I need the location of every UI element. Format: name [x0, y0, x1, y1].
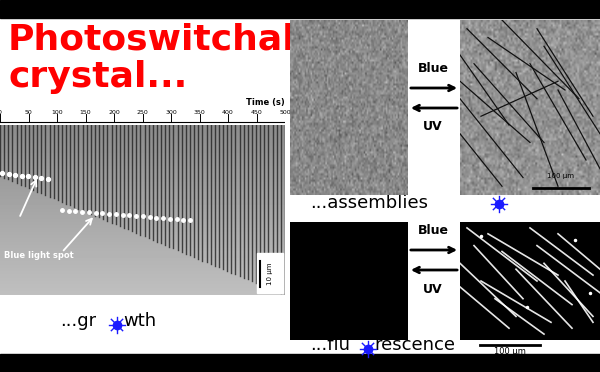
Text: ...flu: ...flu — [310, 336, 350, 354]
Text: 50: 50 — [25, 110, 32, 115]
Text: 300: 300 — [165, 110, 177, 115]
Bar — [0, 354, 600, 372]
Text: 100 μm: 100 μm — [547, 173, 574, 179]
Bar — [0, 0, 600, 18]
Text: 500: 500 — [279, 110, 291, 115]
Text: UV: UV — [423, 283, 443, 296]
Bar — [530, 169, 597, 193]
Text: 200: 200 — [108, 110, 120, 115]
Text: 0: 0 — [0, 110, 2, 115]
Bar — [257, 253, 283, 293]
Text: ...gr: ...gr — [60, 312, 96, 330]
Text: 10 μm: 10 μm — [267, 263, 273, 285]
Text: 100 μm: 100 μm — [494, 347, 526, 356]
Text: 400: 400 — [222, 110, 234, 115]
Text: 100: 100 — [51, 110, 63, 115]
Text: Photoswitchable
crystal...: Photoswitchable crystal... — [8, 22, 346, 94]
Text: Blue: Blue — [418, 62, 449, 75]
Text: Time (s): Time (s) — [246, 99, 285, 108]
Text: ...assemblies: ...assemblies — [310, 194, 428, 212]
Text: rescence: rescence — [374, 336, 455, 354]
Text: 150: 150 — [80, 110, 91, 115]
Text: Blue: Blue — [418, 224, 449, 237]
Text: 250: 250 — [137, 110, 148, 115]
Text: wth: wth — [123, 312, 156, 330]
Text: 450: 450 — [251, 110, 262, 115]
Text: 350: 350 — [194, 110, 205, 115]
Text: Blue light spot: Blue light spot — [4, 251, 74, 260]
Text: UV: UV — [423, 120, 443, 133]
